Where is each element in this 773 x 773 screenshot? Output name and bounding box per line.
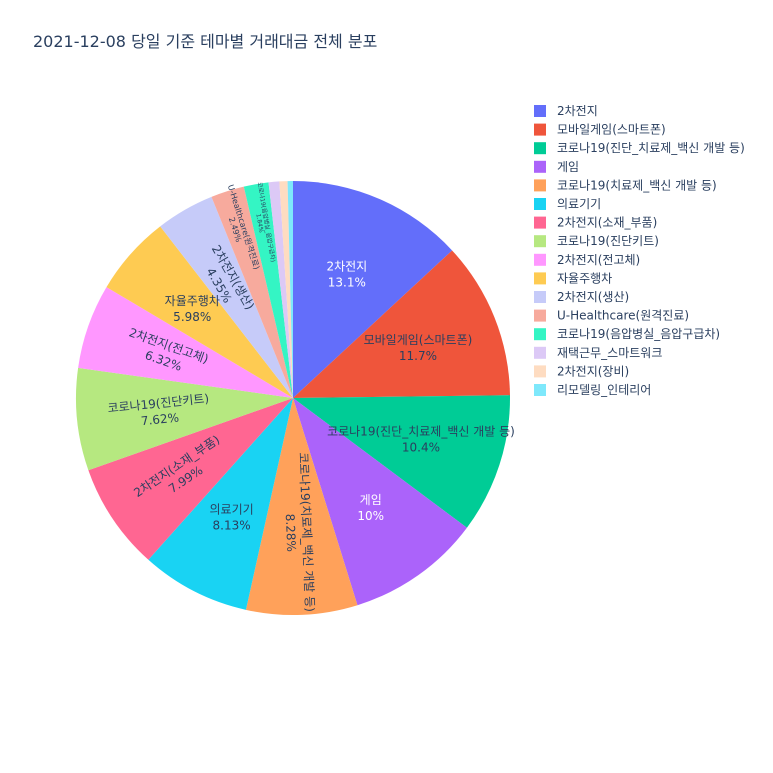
- legend-swatch: [534, 216, 546, 229]
- legend-label: 자율주행차: [557, 270, 612, 285]
- slice-label: 코로나19(진단_치료제_백신 개발 등): [327, 425, 515, 439]
- legend-label: U-Healthcare(원격진료): [557, 309, 689, 323]
- pie-slice[interactable]: [293, 181, 453, 398]
- slice-percent: 10.4%: [402, 441, 440, 455]
- legend-swatch: [534, 309, 546, 322]
- pie-slice[interactable]: [293, 395, 511, 528]
- legend-item[interactable]: U-Healthcare(원격진료): [534, 309, 689, 323]
- pie-slices: [75, 181, 511, 615]
- pie-slice[interactable]: [106, 226, 293, 398]
- legend-item[interactable]: 코로나19(치료제_백신 개발 등): [534, 178, 717, 192]
- legend-label: 게임: [557, 160, 579, 174]
- legend-swatch: [534, 291, 546, 303]
- pie-slice[interactable]: [245, 398, 358, 615]
- legend-swatch: [534, 272, 546, 285]
- slice-percent: 7.62%: [140, 411, 179, 429]
- legend-item[interactable]: 재택근무_스마트워크: [534, 346, 662, 360]
- slice-percent: 13.1%: [328, 276, 366, 290]
- legend-swatch: [534, 328, 546, 341]
- legend-label: 의료기기: [557, 197, 601, 211]
- legend-label: 리모델링_인테리어: [557, 383, 651, 397]
- slice-percent: 10%: [357, 509, 384, 523]
- legend-swatch: [534, 179, 546, 192]
- legend-item[interactable]: 코로나19(진단키트): [534, 234, 659, 248]
- legend-swatch: [534, 346, 546, 359]
- legend-swatch: [534, 384, 546, 396]
- legend-swatch: [534, 253, 546, 266]
- legend-label: 2차전지: [557, 104, 598, 118]
- slice-label: 자율주행차: [165, 293, 220, 308]
- legend-swatch: [534, 123, 546, 136]
- chart-title: 2021-12-08 당일 기준 테마별 거래대금 전체 분포: [33, 32, 377, 51]
- pie-slice[interactable]: [211, 186, 293, 398]
- legend-item[interactable]: 2차전지(소재_부품): [534, 216, 657, 230]
- slice-percent: 5.98%: [173, 310, 211, 324]
- legend-item[interactable]: 코로나19(음압병실_음압구급차): [534, 327, 720, 341]
- legend-label: 2차전지(소재_부품): [557, 216, 657, 230]
- legend-swatch: [534, 365, 546, 378]
- pie-slice[interactable]: [293, 398, 467, 606]
- legend-item[interactable]: 게임: [534, 160, 579, 174]
- legend-swatch: [534, 105, 546, 117]
- legend-label: 2차전지(장비): [557, 364, 629, 378]
- pie-slice[interactable]: [268, 181, 293, 398]
- legend-item[interactable]: 자율주행차: [534, 270, 612, 285]
- legend-label: 코로나19(진단_치료제_백신 개발 등): [557, 141, 745, 155]
- pie-slice[interactable]: [243, 182, 293, 398]
- legend-item[interactable]: 2차전지(전고체): [534, 253, 640, 267]
- slice-label: 코로나19(치료제_백신 개발 등): [296, 452, 317, 612]
- legend-label: 코로나19(치료제_백신 개발 등): [557, 178, 717, 192]
- pie-slice[interactable]: [78, 287, 294, 398]
- slice-percent: 1.84%: [254, 213, 264, 233]
- pie-slice[interactable]: [293, 250, 510, 398]
- pie-slice[interactable]: [287, 181, 293, 398]
- pie-slice[interactable]: [148, 398, 293, 610]
- slice-percent: 8.28%: [283, 513, 299, 552]
- legend-item[interactable]: 의료기기: [534, 197, 601, 211]
- legend-label: 코로나19(진단키트): [557, 234, 659, 248]
- slice-percent: 11.7%: [399, 349, 437, 363]
- legend-swatch: [534, 235, 546, 248]
- pie-slice[interactable]: [88, 398, 293, 560]
- legend-label: 재택근무_스마트워크: [557, 346, 662, 360]
- legend-swatch: [534, 142, 546, 155]
- slice-label: 2차전지: [326, 260, 367, 274]
- legend-swatch: [534, 198, 546, 210]
- slice-percent: 8.13%: [213, 519, 251, 533]
- legend-item[interactable]: 2차전지: [534, 104, 598, 118]
- legend-swatch: [534, 160, 546, 173]
- legend-label: 모바일게임(스마트폰): [557, 123, 666, 137]
- legend-label: 2차전지(생산): [557, 290, 629, 304]
- slice-label: 의료기기: [209, 503, 253, 517]
- slice-label: 게임: [360, 493, 382, 507]
- legend-item[interactable]: 모바일게임(스마트폰): [534, 123, 666, 137]
- legend-label: 코로나19(음압병실_음압구급차): [557, 327, 720, 341]
- pie-slice[interactable]: [160, 196, 293, 398]
- legend-item[interactable]: 2차전지(장비): [534, 364, 629, 378]
- pie-slice[interactable]: [75, 367, 293, 471]
- legend-label: 2차전지(전고체): [557, 253, 640, 267]
- legend-item[interactable]: 2차전지(생산): [534, 290, 629, 304]
- slice-label: 모바일게임(스마트폰): [364, 333, 473, 347]
- legend-item[interactable]: 코로나19(진단_치료제_백신 개발 등): [534, 141, 745, 155]
- pie-slice[interactable]: [279, 181, 293, 398]
- legend-item[interactable]: 리모델링_인테리어: [534, 383, 651, 397]
